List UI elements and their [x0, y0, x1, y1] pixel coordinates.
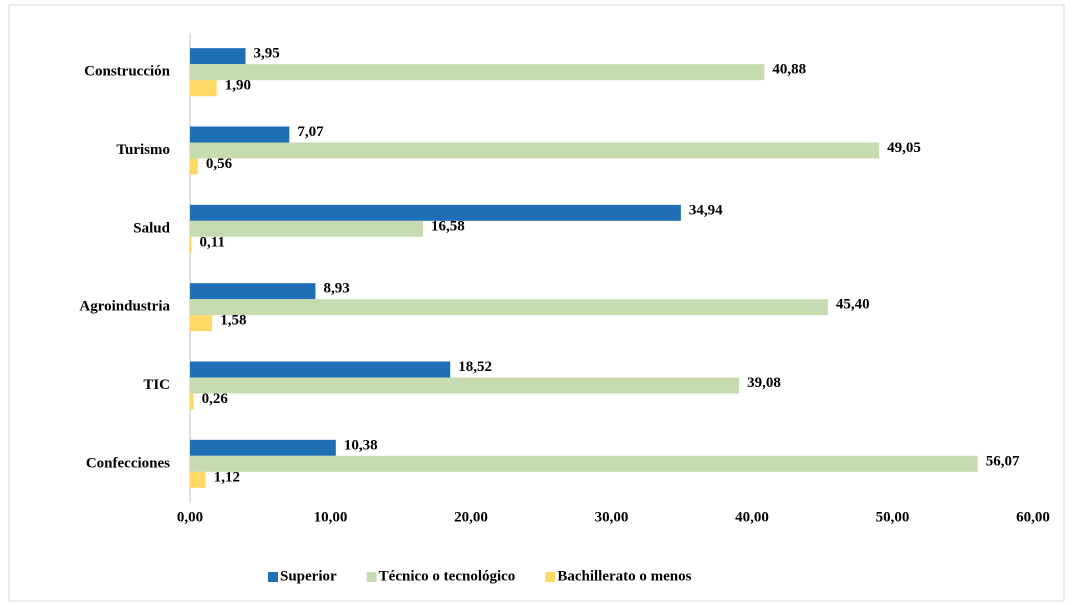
bar — [190, 236, 192, 253]
bar — [190, 158, 198, 175]
y-tick-label: Construcción — [84, 64, 170, 80]
data-label: 39,08 — [747, 375, 781, 391]
bar — [190, 283, 316, 300]
data-label: 0,26 — [202, 391, 229, 407]
bar — [190, 377, 740, 394]
bar — [190, 48, 246, 65]
data-label: 45,40 — [836, 297, 870, 313]
bar — [190, 439, 336, 456]
y-tick-label: Agroindustria — [79, 299, 170, 315]
data-label: 10,38 — [344, 437, 378, 453]
legend-label: Técnico o tecnológico — [379, 568, 516, 584]
data-label: 7,07 — [297, 124, 324, 140]
data-label: 1,12 — [214, 469, 240, 485]
data-label: 8,93 — [323, 281, 349, 297]
x-tick-label: 30,00 — [595, 509, 629, 525]
data-label: 49,05 — [887, 140, 921, 156]
data-label: 16,58 — [431, 218, 465, 234]
data-label: 0,11 — [200, 234, 225, 250]
bar — [190, 315, 213, 332]
bar — [190, 220, 423, 237]
bar — [190, 204, 681, 221]
bar — [190, 142, 880, 159]
y-tick-label: TIC — [143, 377, 170, 393]
x-tick-label: 50,00 — [876, 509, 910, 525]
bar — [190, 64, 765, 81]
data-label: 56,07 — [986, 453, 1020, 469]
bar — [190, 299, 828, 316]
legend-swatch — [366, 572, 377, 582]
data-label: 18,52 — [458, 359, 492, 375]
bar — [190, 455, 978, 472]
legend-swatch — [545, 572, 556, 582]
x-tick-label: 10,00 — [314, 509, 348, 525]
data-label: 1,58 — [220, 313, 246, 329]
data-label: 1,90 — [225, 78, 251, 94]
data-label: 0,56 — [206, 156, 233, 172]
bar — [190, 80, 217, 97]
data-label: 3,95 — [253, 46, 279, 62]
legend-label: Superior — [280, 568, 337, 584]
bar — [190, 471, 206, 488]
x-tick-label: 60,00 — [1016, 509, 1050, 525]
legend-label: Bachillerato o menos — [557, 568, 691, 584]
data-label: 40,88 — [772, 62, 806, 78]
legend-swatch — [268, 572, 278, 582]
bar — [190, 126, 290, 143]
x-tick-label: 0,00 — [177, 509, 203, 525]
x-tick-label: 20,00 — [454, 509, 488, 525]
y-tick-label: Salud — [133, 220, 170, 236]
x-tick-label: 40,00 — [735, 509, 769, 525]
bar — [190, 361, 451, 378]
y-tick-label: Confecciones — [86, 455, 170, 471]
bar — [190, 393, 194, 410]
y-tick-label: Turismo — [116, 142, 170, 158]
data-label: 34,94 — [689, 202, 723, 218]
